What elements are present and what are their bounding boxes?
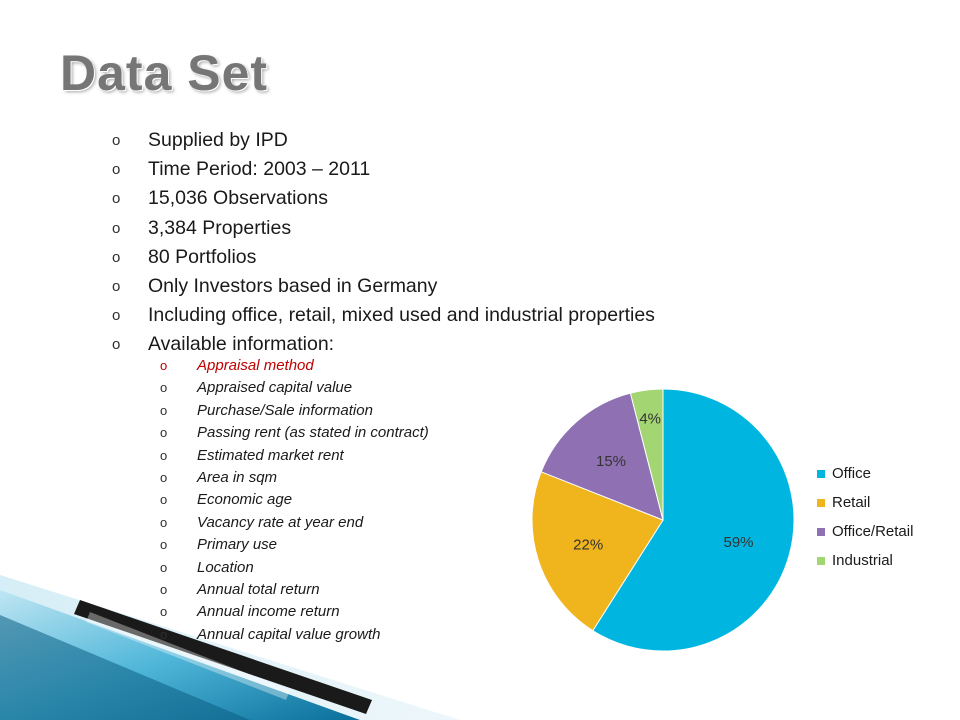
bullet-text: 15,036 Observations [148, 187, 328, 210]
bullet-text: 3,384 Properties [148, 216, 292, 239]
bullet-text: Available information: [148, 333, 335, 356]
bullet-item: o Time Period: 2003 – 2011 [112, 155, 655, 184]
bullet-text: Only Investors based in Germany [148, 274, 438, 297]
bullet-marker-icon: o [160, 626, 168, 642]
bullet-text: Supplied by IPD [148, 129, 288, 151]
sub-bullet-item: o Location [160, 557, 429, 579]
bullet-marker-icon: o [160, 402, 168, 418]
pie-data-labels: 59% 22% 15% 4% [573, 411, 753, 554]
sub-bullet-item: o Passing rent (as stated in contract) [160, 422, 429, 444]
sub-bullet-text: Vacancy rate at year end [197, 513, 364, 531]
bullet-marker-icon: o [112, 307, 121, 325]
sub-bullet-item: o Appraised capital value [160, 377, 429, 399]
bullet-item: o Available information: [112, 330, 655, 359]
bullet-item: o Only Investors based in Germany [112, 272, 655, 301]
legend-label: Retail [832, 494, 870, 511]
sub-bullet-text: Appraised capital value [197, 379, 353, 397]
bullet-marker-icon: o [160, 604, 168, 620]
pie-data-label: 22% [573, 536, 603, 553]
bullet-text: Time Period: 2003 – 2011 [148, 158, 371, 181]
pie-slice-office-retail [540, 392, 664, 521]
sub-bullet-text: Annual income return [197, 603, 340, 621]
bullet-marker-icon: o [160, 492, 168, 508]
bullet-marker-icon: o [112, 277, 121, 295]
sub-bullet-item: o Purchase/Sale information [160, 400, 429, 422]
bullet-item: o 15,036 Observations [112, 184, 655, 213]
sub-bullet-item: o Estimated market rent [160, 445, 429, 467]
legend-label: Industrial [832, 552, 893, 569]
bullet-marker-icon: o [160, 559, 168, 575]
sub-bullet-text: Estimated market rent [197, 446, 344, 464]
bullet-marker-icon: o [160, 537, 168, 553]
pie-data-label: 15% [596, 453, 626, 470]
bullet-item: o 80 Portfolios [112, 243, 655, 272]
pie-slices [531, 388, 795, 652]
sub-bullet-item: o Annual income return [160, 601, 429, 623]
bullet-marker-icon: o [160, 358, 168, 373]
sub-bullet-text: Annual capital value growth [197, 625, 381, 643]
slide-title: Data Set [60, 45, 269, 101]
bullet-marker-icon: o [160, 581, 168, 597]
pie-slice-industrial [629, 388, 664, 521]
sub-bullet-item: o Appraisal method [160, 355, 429, 377]
bullet-marker-icon: o [160, 447, 168, 463]
chart-legend: Office Retail Office/Retail Industrial [817, 465, 913, 569]
bullet-marker-icon: o [112, 336, 121, 354]
bullet-marker-icon: o [112, 190, 121, 208]
legend-label: Office/Retail [832, 523, 913, 540]
sub-bullet-item: o Primary use [160, 534, 429, 556]
bullet-marker-icon: o [160, 380, 168, 396]
pie-slice-office [592, 388, 795, 652]
bullet-text: 80 Portfolios [148, 245, 257, 268]
pie-chart: 59% 22% 15% 4% Office Retail Office/Retail Ind… [531, 388, 913, 652]
legend-swatch [817, 557, 825, 565]
sub-bullet-text: Primary use [197, 536, 278, 554]
bullet-marker-icon: o [160, 425, 168, 441]
legend-swatch [817, 499, 825, 507]
sub-bullet-item: o Area in sqm [160, 467, 429, 489]
bullet-item: o Including office, retail, mixed used an… [112, 301, 655, 330]
legend-swatch [817, 528, 825, 536]
sub-bullet-item: o Vacancy rate at year end [160, 512, 429, 534]
sub-bullet-list: o Appraisal method o Appraised capital valu… [160, 355, 429, 646]
sub-bullet-text: Appraisal method [197, 357, 314, 374]
sub-bullet-item: o Annual total return [160, 579, 429, 601]
bullet-text: Including office, retail, mixed used and… [148, 304, 655, 327]
legend-swatch [817, 470, 825, 478]
sub-bullet-text: Area in sqm [197, 468, 278, 486]
sub-bullet-text: Passing rent (as stated in contract) [197, 424, 429, 442]
sub-bullet-item: o Annual capital value growth [160, 624, 429, 646]
pie-data-label: 59% [723, 534, 753, 551]
bullet-marker-icon: o [160, 469, 168, 485]
bullet-marker-icon: o [112, 248, 121, 266]
sub-bullet-text: Economic age [197, 491, 293, 509]
pie-slice-retail [531, 471, 664, 632]
main-bullet-list: o Supplied by IPD o Time Period: 2003 – 201… [112, 126, 655, 360]
sub-bullet-text: Purchase/Sale information [197, 401, 373, 419]
bullet-item: o 3,384 Properties [112, 214, 655, 243]
sub-bullet-text: Annual total return [197, 580, 320, 598]
bullet-marker-icon: o [112, 132, 121, 149]
bullet-item: o Supplied by IPD [112, 126, 655, 155]
pie-data-label: 4% [639, 411, 661, 428]
sub-bullet-text: Location [197, 558, 254, 576]
bullet-marker-icon: o [112, 219, 121, 237]
sub-bullet-item: o Economic age [160, 489, 429, 511]
bullet-marker-icon: o [112, 161, 121, 179]
bullet-marker-icon: o [160, 514, 168, 530]
legend-label: Office [832, 465, 871, 482]
